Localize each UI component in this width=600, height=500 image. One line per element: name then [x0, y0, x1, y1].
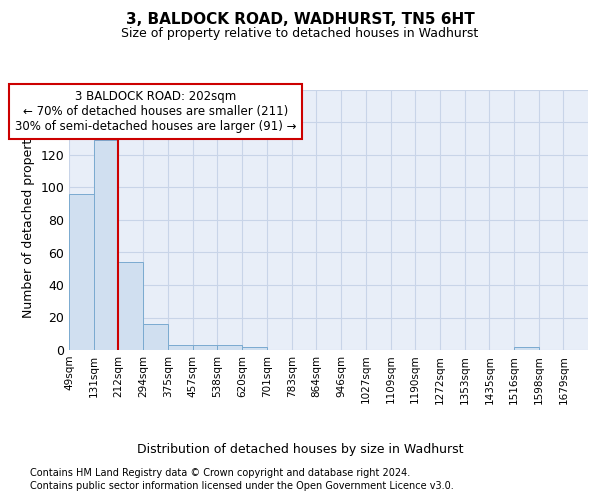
- Y-axis label: Number of detached properties: Number of detached properties: [22, 122, 35, 318]
- Bar: [217, 345, 242, 350]
- Text: Size of property relative to detached houses in Wadhurst: Size of property relative to detached ho…: [121, 28, 479, 40]
- Bar: [514, 347, 539, 350]
- Bar: [242, 347, 267, 350]
- Text: Distribution of detached houses by size in Wadhurst: Distribution of detached houses by size …: [137, 442, 463, 456]
- Bar: [168, 345, 193, 350]
- Bar: [69, 194, 94, 350]
- Text: Contains HM Land Registry data © Crown copyright and database right 2024.: Contains HM Land Registry data © Crown c…: [30, 468, 410, 477]
- Bar: [193, 345, 217, 350]
- Bar: [94, 140, 118, 350]
- Bar: [143, 324, 168, 350]
- Bar: [118, 262, 143, 350]
- Text: 3, BALDOCK ROAD, WADHURST, TN5 6HT: 3, BALDOCK ROAD, WADHURST, TN5 6HT: [125, 12, 475, 28]
- Text: Contains public sector information licensed under the Open Government Licence v3: Contains public sector information licen…: [30, 481, 454, 491]
- Text: 3 BALDOCK ROAD: 202sqm
← 70% of detached houses are smaller (211)
30% of semi-de: 3 BALDOCK ROAD: 202sqm ← 70% of detached…: [15, 90, 296, 132]
